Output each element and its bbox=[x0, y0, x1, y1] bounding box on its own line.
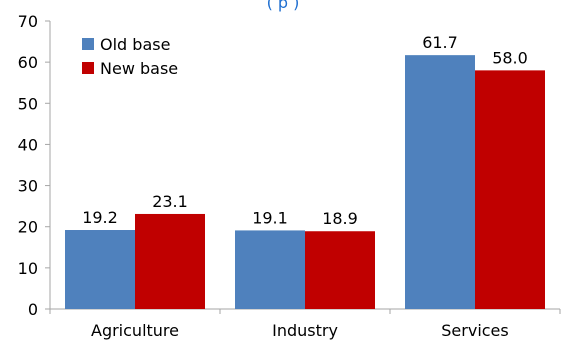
y-tick-label: 70 bbox=[18, 12, 38, 31]
legend-swatch-old-base bbox=[82, 38, 94, 50]
y-tick-label: 40 bbox=[18, 135, 38, 154]
legend: Old base New base bbox=[82, 35, 178, 78]
data-label: 23.1 bbox=[152, 192, 188, 211]
y-tick-label: 30 bbox=[18, 177, 38, 196]
y-tick-label: 0 bbox=[28, 300, 38, 319]
data-labels: 19.2 23.1 19.1 18.9 61.7 58.0 bbox=[82, 33, 528, 228]
bar bbox=[135, 213, 205, 309]
data-label: 18.9 bbox=[322, 209, 358, 228]
data-label: 58.0 bbox=[492, 48, 528, 67]
legend-label-old-base: Old base bbox=[100, 35, 170, 54]
y-tick-label: 60 bbox=[18, 53, 38, 72]
y-axis: 0 10 20 30 40 50 60 70 bbox=[18, 12, 51, 319]
x-category-label: Industry bbox=[272, 321, 338, 340]
data-label: 61.7 bbox=[422, 33, 458, 52]
legend-swatch-new-base bbox=[82, 62, 94, 74]
bar bbox=[475, 70, 545, 309]
y-tick-label: 20 bbox=[18, 218, 38, 237]
bar bbox=[405, 55, 475, 309]
data-label: 19.1 bbox=[252, 208, 288, 227]
x-category-label: Agriculture bbox=[91, 321, 179, 340]
x-axis: Agriculture Industry Services bbox=[49, 308, 561, 340]
chart-title-fragment: ( p ) bbox=[267, 0, 300, 12]
bar bbox=[65, 230, 135, 309]
bar bbox=[305, 231, 375, 309]
bars bbox=[65, 55, 545, 309]
bar bbox=[235, 230, 305, 309]
data-label: 19.2 bbox=[82, 208, 118, 227]
legend-label-new-base: New base bbox=[100, 59, 178, 78]
x-category-label: Services bbox=[441, 321, 508, 340]
y-tick-label: 50 bbox=[18, 94, 38, 113]
y-tick-label: 10 bbox=[18, 259, 38, 278]
